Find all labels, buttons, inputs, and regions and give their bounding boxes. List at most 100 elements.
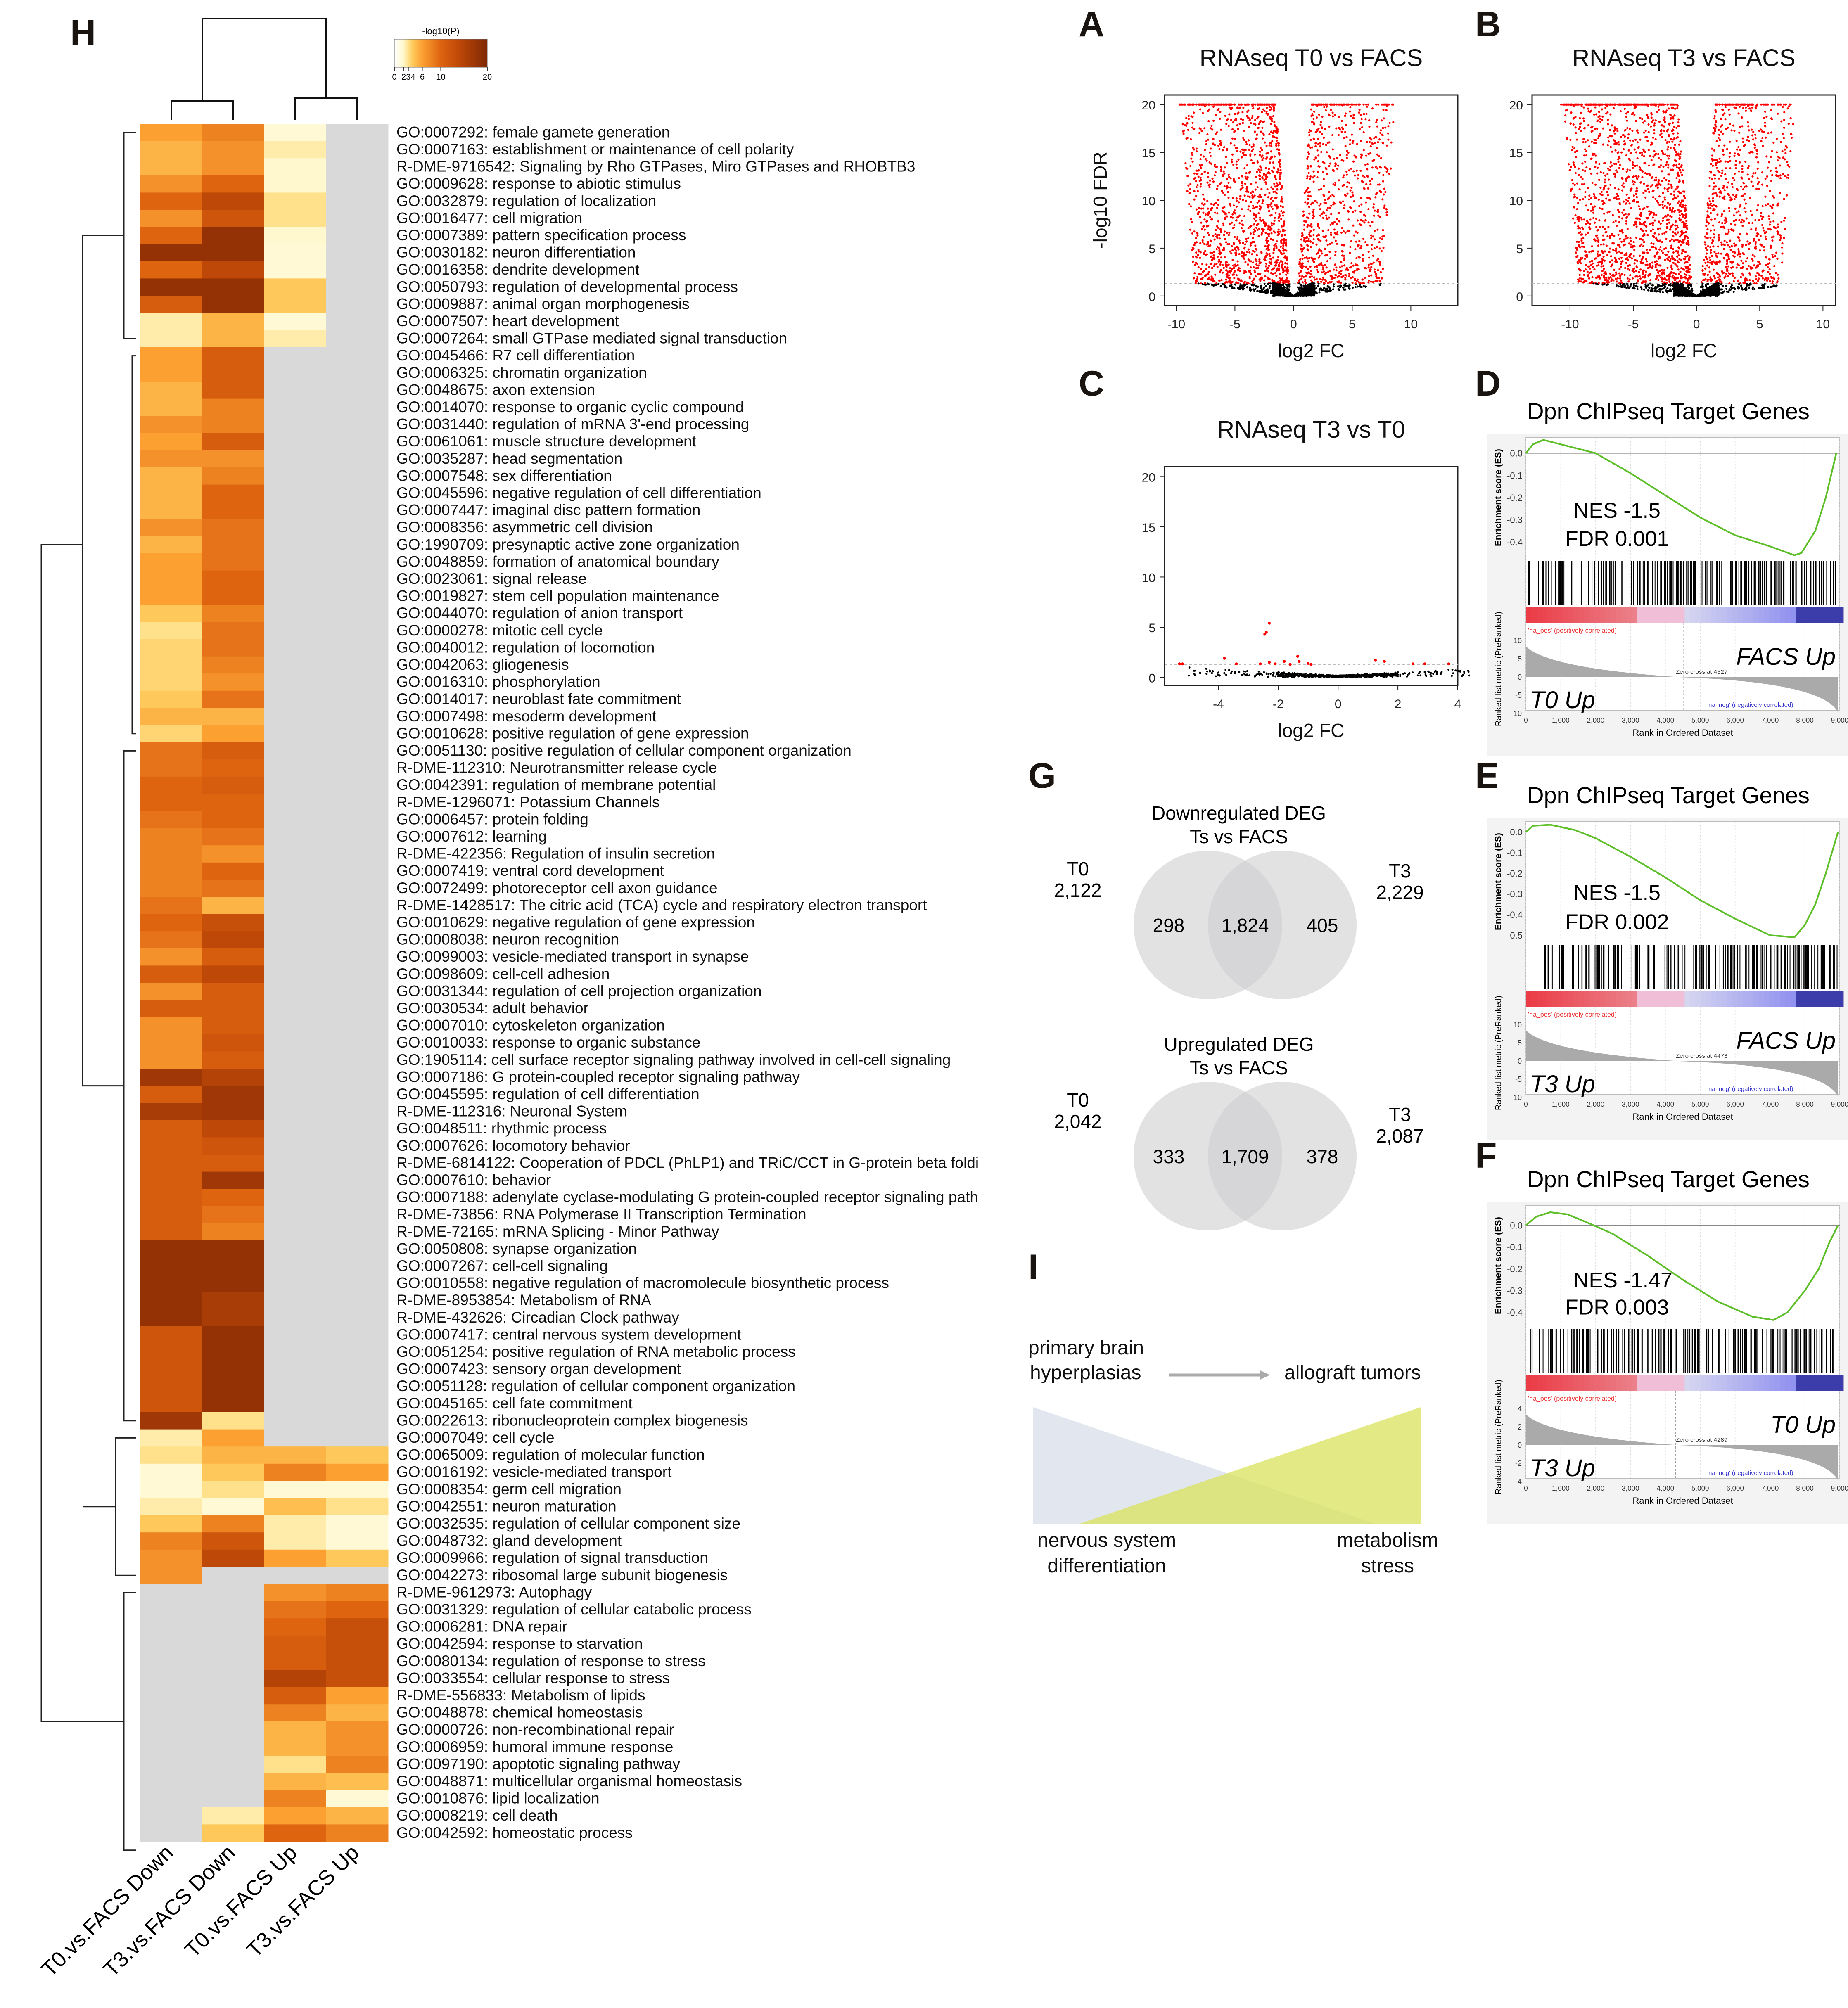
volcano-point: [1620, 285, 1623, 287]
volcano-point: [1301, 235, 1303, 237]
heatmap-cell: [140, 1223, 203, 1241]
heatmap-cell: [264, 227, 327, 244]
volcano-point: [1248, 126, 1250, 128]
volcano-point: [1305, 271, 1308, 274]
volcano-point: [1658, 121, 1661, 123]
volcano-point: [1266, 188, 1269, 190]
volcano-point: [1570, 111, 1573, 114]
volcano-point: [1231, 216, 1234, 219]
volcano-point: [1202, 211, 1205, 214]
volcano-point: [1584, 170, 1586, 172]
volcano-point: [1323, 212, 1326, 215]
volcano-point: [1307, 249, 1309, 252]
volcano-point: [1228, 113, 1231, 116]
heatmap-cell: [202, 416, 265, 434]
volcano-point: [1257, 200, 1260, 202]
volcano-point: [1761, 130, 1763, 133]
volcano-point: [1193, 148, 1195, 151]
heatmap-cell: [264, 1807, 327, 1825]
heatmap-cell: [140, 1635, 203, 1653]
volcano-point: [1356, 232, 1359, 234]
heatmap-cell: [140, 261, 203, 279]
heatmap-row-label: GO:0007498: mesoderm development: [396, 708, 657, 725]
heatmap-cell: [140, 1704, 203, 1722]
volcano-point: [1381, 198, 1384, 201]
volcano-point: [1226, 270, 1229, 273]
panel-letter-F: F: [1475, 1136, 1497, 1176]
volcano-point: [1355, 240, 1357, 243]
volcano-point: [1260, 220, 1263, 222]
volcano-point: [1350, 115, 1352, 117]
volcano-point: [1235, 281, 1238, 284]
volcano-point: [1207, 214, 1209, 216]
volcano-point: [1229, 203, 1231, 205]
volcano-point: [1369, 145, 1372, 147]
volcano-point: [1300, 247, 1302, 250]
volcano-point: [1268, 252, 1271, 255]
volcano-point: [1272, 135, 1274, 138]
volcano-point: [1267, 247, 1269, 249]
y-tick-label: 10: [1142, 194, 1155, 208]
volcano-point: [1283, 239, 1285, 242]
volcano-point: [1268, 278, 1271, 280]
volcano-point: [1205, 143, 1208, 145]
volcano-point: [1677, 195, 1679, 198]
volcano-point: [1365, 285, 1367, 288]
volcano-point: [1222, 283, 1224, 285]
volcano-point: [1245, 143, 1248, 145]
volcano-point: [1281, 200, 1283, 203]
volcano-point: [1678, 163, 1680, 166]
volcano-point: [1324, 273, 1326, 275]
volcano-point: [1286, 272, 1289, 274]
volcano-point: [1248, 117, 1250, 119]
volcano-point: [1313, 261, 1315, 263]
volcano-point: [1310, 223, 1313, 225]
volcano-point: [1210, 275, 1213, 278]
volcano-point: [1361, 278, 1364, 281]
heatmap-row-label: R-DME-72165: mRNA Splicing - Minor Pathw…: [396, 1223, 719, 1240]
volcano-point: [1608, 178, 1610, 181]
heatmap-cell: [202, 124, 265, 142]
volcano-point: [1329, 223, 1332, 226]
volcano-point: [1323, 282, 1325, 284]
heatmap-cell: [140, 1567, 203, 1584]
heatmap-row-label: GO:0045595: regulation of cell different…: [396, 1086, 700, 1102]
heatmap-column-label: T3.vs.FACS Up: [242, 1840, 364, 1962]
heatmap-cell: [264, 1549, 327, 1567]
heatmap-cell: [326, 588, 389, 605]
volcano-point: [1245, 177, 1248, 180]
volcano-point: [1317, 282, 1320, 285]
volcano-point: [1725, 273, 1727, 275]
volcano-point: [1278, 181, 1281, 184]
heatmap-cell: [264, 553, 327, 571]
heatmap-row-label: GO:0032535: regulation of cellular compo…: [396, 1515, 740, 1532]
volcano-point: [1345, 274, 1347, 277]
volcano-point: [1628, 278, 1631, 281]
volcano-point: [1376, 167, 1379, 170]
volcano-point: [1274, 284, 1276, 287]
volcano-point: [1208, 266, 1210, 268]
volcano-point: [1221, 190, 1223, 192]
volcano-point: [1662, 166, 1665, 168]
volcano-point: [1233, 277, 1236, 280]
volcano-point: [1382, 180, 1384, 183]
heatmap-cell: [326, 296, 389, 313]
volcano-point: [1379, 280, 1381, 282]
heatmap-cell: [326, 364, 389, 382]
volcano-point: [1256, 229, 1259, 231]
volcano-point: [1310, 287, 1312, 289]
volcano-point: [1606, 105, 1608, 108]
volcano-point: [1241, 156, 1243, 159]
volcano-point: [1375, 273, 1377, 275]
volcano-point: [1311, 259, 1314, 262]
volcano-point: [1286, 262, 1289, 265]
volcano-point: [1314, 142, 1317, 145]
volcano-point: [1266, 107, 1268, 109]
volcano-point: [1256, 206, 1258, 208]
heatmap-cell: [140, 1155, 203, 1172]
volcano-point: [1367, 153, 1370, 155]
volcano-point: [1281, 266, 1283, 268]
heatmap-cell: [326, 690, 389, 708]
volcano-point: [1663, 205, 1666, 207]
